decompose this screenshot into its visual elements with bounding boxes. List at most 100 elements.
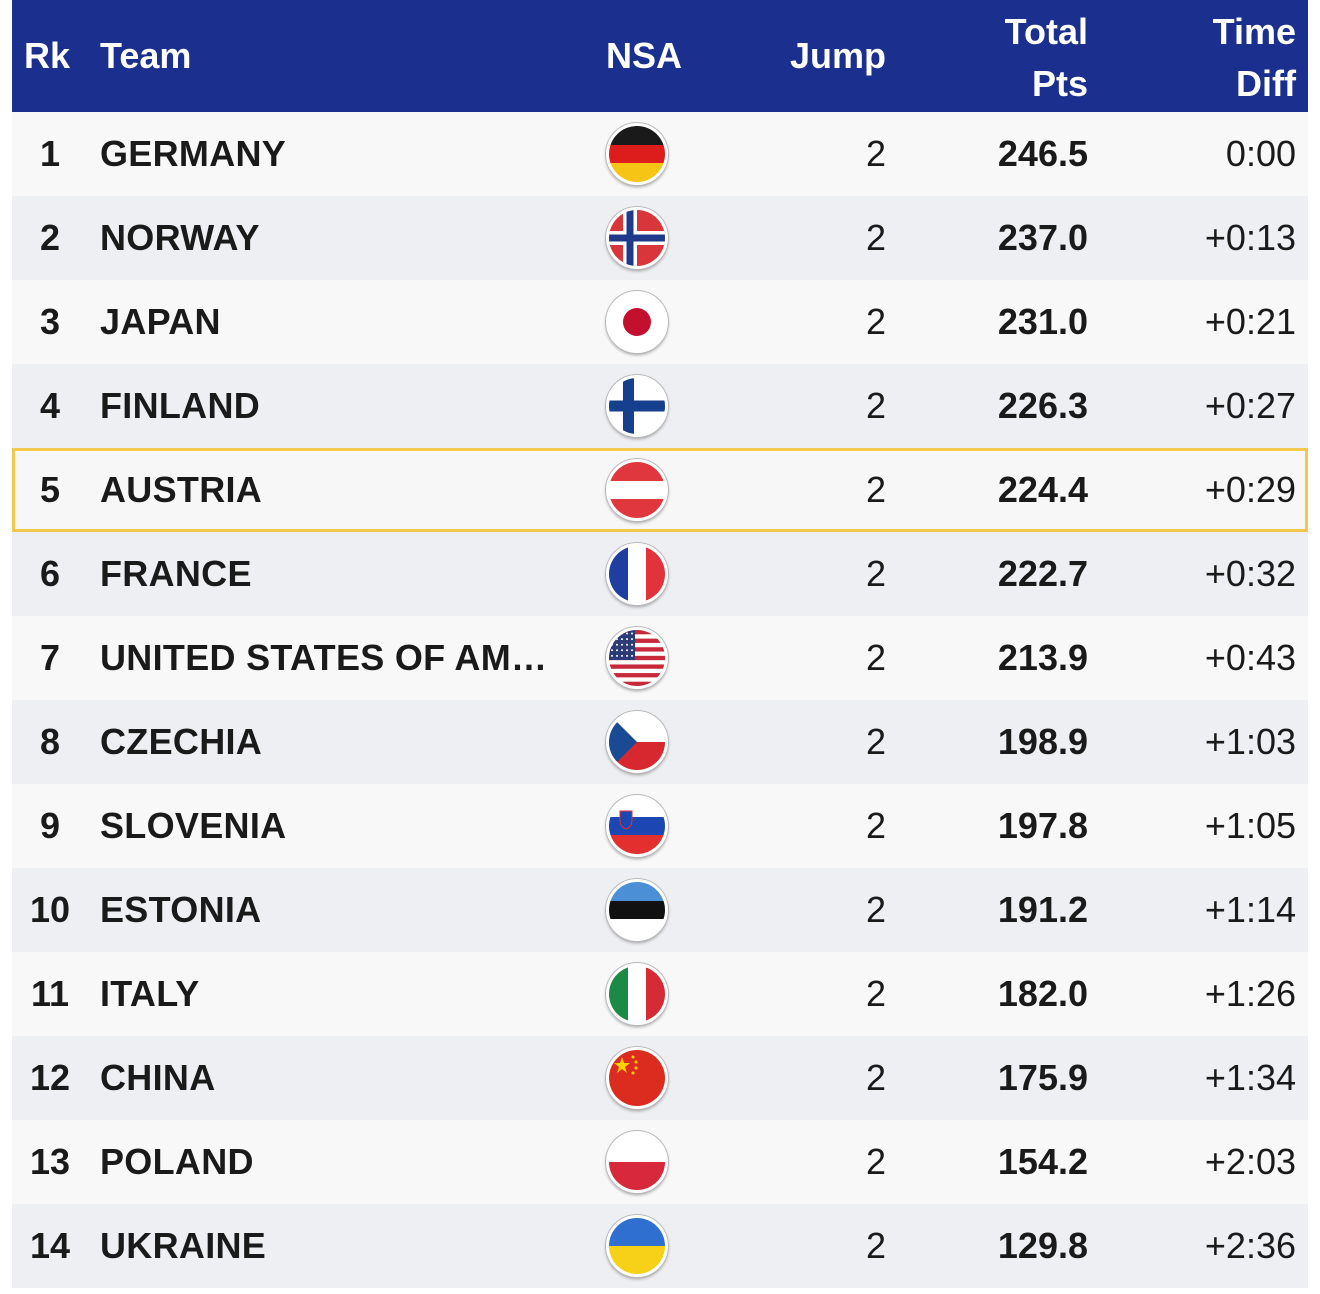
usa-flag-icon bbox=[606, 627, 668, 689]
jump-cell: 2 bbox=[865, 217, 886, 258]
jump-cell: 2 bbox=[865, 805, 886, 846]
team-cell[interactable]: CZECHIA bbox=[100, 721, 263, 762]
table-row[interactable]: 4 FINLAND 2 226.3 +0:27 bbox=[12, 364, 1308, 448]
table-row[interactable]: 9 SLOVENIA 2 197.8 +1:05 bbox=[12, 784, 1308, 868]
team-cell[interactable]: UNITED STATES OF AM… bbox=[100, 637, 548, 678]
jump-cell: 2 bbox=[865, 1225, 886, 1266]
time-diff-cell: +1:26 bbox=[1204, 973, 1296, 1014]
header-time-line1: Time bbox=[1212, 11, 1296, 52]
nsa-cell bbox=[606, 963, 668, 1025]
rank-cell: 14 bbox=[29, 1225, 71, 1266]
time-diff-cell: +0:27 bbox=[1204, 385, 1296, 426]
total-pts-cell: 222.7 bbox=[997, 553, 1088, 594]
table-row[interactable]: 11 ITALY 2 182.0 +1:26 bbox=[12, 952, 1308, 1036]
team-cell[interactable]: UKRAINE bbox=[100, 1225, 267, 1266]
team-cell[interactable]: NORWAY bbox=[100, 217, 260, 258]
header-team[interactable]: Team bbox=[100, 35, 192, 76]
poland-flag-icon bbox=[606, 1131, 668, 1193]
table-row[interactable]: 7 UNITED STATES OF AM… 2 213.9 +0:43 bbox=[12, 616, 1308, 700]
estonia-flag-icon bbox=[606, 879, 668, 941]
team-cell[interactable]: JAPAN bbox=[100, 301, 221, 342]
table-row[interactable]: 3 JAPAN 2 231.0 +0:21 bbox=[12, 280, 1308, 364]
table-row[interactable]: 2 NORWAY 2 237.0 +0:13 bbox=[12, 196, 1308, 280]
germany-flag-icon bbox=[606, 123, 668, 185]
team-cell[interactable]: AUSTRIA bbox=[100, 469, 263, 510]
table-row[interactable]: 8 CZECHIA 2 198.9 +1:03 bbox=[12, 700, 1308, 784]
jump-cell: 2 bbox=[865, 133, 886, 174]
total-pts-cell: 175.9 bbox=[997, 1057, 1088, 1098]
header-jump[interactable]: Jump bbox=[789, 35, 886, 76]
jump-cell: 2 bbox=[865, 469, 886, 510]
header-time-diff[interactable]: Time Diff bbox=[1213, 6, 1296, 110]
rank-cell: 10 bbox=[29, 889, 71, 930]
norway-flag-icon bbox=[606, 207, 668, 269]
rank-cell: 1 bbox=[39, 133, 61, 174]
table-row[interactable]: 10 ESTONIA 2 191.2 +1:14 bbox=[12, 868, 1308, 952]
rank-cell: 5 bbox=[39, 469, 61, 510]
rank-cell: 11 bbox=[30, 973, 70, 1014]
team-cell[interactable]: FRANCE bbox=[100, 553, 252, 594]
header-total-line2: Pts bbox=[1031, 63, 1088, 104]
team-cell[interactable]: CHINA bbox=[100, 1057, 216, 1098]
header-time-line2: Diff bbox=[1236, 63, 1296, 104]
rank-cell: 3 bbox=[39, 301, 61, 342]
nsa-cell bbox=[606, 1215, 668, 1277]
team-cell[interactable]: GERMANY bbox=[100, 133, 287, 174]
china-flag-icon bbox=[606, 1047, 668, 1109]
rank-cell: 2 bbox=[39, 217, 61, 258]
table-header: Rk Team NSA Jump Total Pts Time Diff bbox=[12, 0, 1308, 112]
header-total-pts[interactable]: Total Pts bbox=[1005, 6, 1088, 110]
time-diff-cell: +1:14 bbox=[1204, 889, 1296, 930]
nsa-cell bbox=[606, 543, 668, 605]
team-cell[interactable]: SLOVENIA bbox=[100, 805, 287, 846]
rank-cell: 8 bbox=[39, 721, 61, 762]
jump-cell: 2 bbox=[865, 1141, 886, 1182]
table-row[interactable]: 1 GERMANY 2 246.5 0:00 bbox=[12, 112, 1308, 196]
team-cell[interactable]: POLAND bbox=[100, 1141, 254, 1182]
rank-cell: 13 bbox=[29, 1141, 71, 1182]
ukraine-flag-icon bbox=[606, 1215, 668, 1277]
time-diff-cell: +1:34 bbox=[1204, 1057, 1296, 1098]
header-nsa[interactable]: NSA bbox=[606, 35, 683, 76]
total-pts-cell: 198.9 bbox=[997, 721, 1088, 762]
table-row[interactable]: 12 CHINA 2 175.9 +1:34 bbox=[12, 1036, 1308, 1120]
team-cell[interactable]: ITALY bbox=[100, 973, 200, 1014]
time-diff-cell: +0:43 bbox=[1204, 637, 1296, 678]
time-diff-cell: +2:36 bbox=[1204, 1225, 1296, 1266]
austria-flag-icon bbox=[606, 459, 668, 521]
nsa-cell bbox=[606, 1047, 668, 1109]
japan-flag-icon bbox=[606, 291, 668, 353]
czechia-flag-icon bbox=[606, 711, 668, 773]
france-flag-icon bbox=[606, 543, 668, 605]
table-row[interactable]: 5 AUSTRIA 2 224.4 +0:29 bbox=[12, 448, 1308, 532]
nsa-cell bbox=[606, 879, 668, 941]
nsa-cell bbox=[606, 1131, 668, 1193]
table-row[interactable]: 13 POLAND 2 154.2 +2:03 bbox=[12, 1120, 1308, 1204]
total-pts-cell: 197.8 bbox=[997, 805, 1088, 846]
team-cell[interactable]: ESTONIA bbox=[100, 889, 262, 930]
team-cell[interactable]: FINLAND bbox=[100, 385, 261, 426]
results-table: Rk Team NSA Jump Total Pts Time Diff 1 GE… bbox=[12, 0, 1308, 1288]
time-diff-cell: 0:00 bbox=[1225, 133, 1296, 174]
total-pts-cell: 154.2 bbox=[997, 1141, 1088, 1182]
time-diff-cell: +0:32 bbox=[1204, 553, 1296, 594]
total-pts-cell: 191.2 bbox=[997, 889, 1088, 930]
total-pts-cell: 129.8 bbox=[997, 1225, 1088, 1266]
finland-flag-icon bbox=[606, 375, 668, 437]
time-diff-cell: +2:03 bbox=[1204, 1141, 1296, 1182]
table-row[interactable]: 14 UKRAINE 2 129.8 +2:36 bbox=[12, 1204, 1308, 1288]
jump-cell: 2 bbox=[865, 553, 886, 594]
italy-flag-icon bbox=[606, 963, 668, 1025]
time-diff-cell: +0:21 bbox=[1204, 301, 1296, 342]
total-pts-cell: 246.5 bbox=[997, 133, 1088, 174]
table-row[interactable]: 6 FRANCE 2 222.7 +0:32 bbox=[12, 532, 1308, 616]
nsa-cell bbox=[606, 795, 668, 857]
total-pts-cell: 231.0 bbox=[997, 301, 1088, 342]
header-total-line1: Total bbox=[1004, 11, 1088, 52]
header-rank[interactable]: Rk bbox=[24, 35, 71, 76]
time-diff-cell: +1:03 bbox=[1204, 721, 1296, 762]
nsa-cell bbox=[606, 627, 668, 689]
time-diff-cell: +0:13 bbox=[1204, 217, 1296, 258]
jump-cell: 2 bbox=[865, 973, 886, 1014]
time-diff-cell: +1:05 bbox=[1204, 805, 1296, 846]
